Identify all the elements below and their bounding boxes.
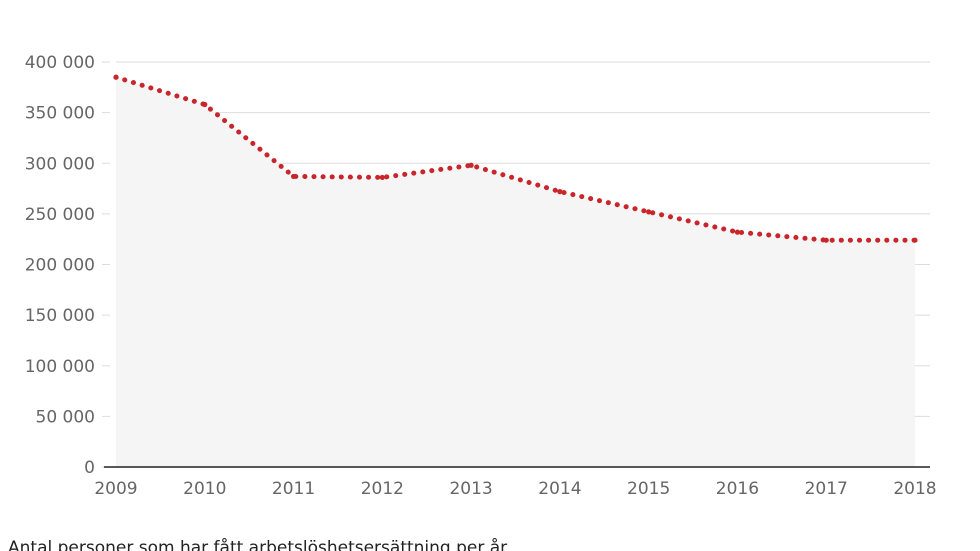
data-point	[912, 237, 918, 243]
data-point	[379, 174, 385, 181]
data-line-layer	[113, 74, 918, 243]
data-point	[734, 229, 741, 235]
x-tick-labels: 2009 2010 2011 2012 2013 2014 2015 2016 2017 2018	[94, 479, 936, 499]
y-tick-label: 50 000	[36, 407, 95, 427]
chart-caption: Antal personer som har fått arbetslöshet…	[8, 538, 508, 551]
x-tick-label: 2015	[627, 479, 670, 499]
x-tick-label: 2016	[716, 479, 759, 499]
data-point	[646, 209, 652, 215]
y-tick-label: 150 000	[25, 306, 95, 326]
y-tick-label: 200 000	[25, 256, 95, 276]
data-point	[823, 237, 829, 243]
x-tick-label: 2013	[449, 479, 492, 499]
y-tick-label: 350 000	[25, 104, 95, 124]
y-tick-label: 400 000	[25, 53, 95, 73]
data-point	[557, 189, 563, 195]
data-point	[468, 162, 474, 168]
y-tick-label: 300 000	[25, 154, 95, 174]
x-tick-label: 2017	[805, 479, 848, 499]
x-tick-label: 2009	[94, 479, 137, 499]
y-tick-label: 100 000	[25, 357, 95, 377]
x-tick-label: 2014	[538, 479, 581, 499]
x-tick-label: 2012	[361, 479, 404, 499]
x-tick-label: 2011	[272, 479, 315, 499]
x-tick-label: 2010	[183, 479, 226, 499]
data-point	[202, 101, 208, 108]
y-tick-labels: 0 50 000 100 000 150 000 200 000 250 000 300 0…	[25, 53, 95, 478]
area-fill-layer	[116, 77, 915, 467]
data-point	[113, 74, 119, 80]
data-point	[290, 173, 297, 180]
y-tick-label: 0	[84, 458, 95, 478]
y-tick-label: 250 000	[25, 205, 95, 225]
x-tick-label: 2018	[893, 479, 936, 499]
area-fill	[116, 77, 915, 467]
axes	[102, 61, 930, 468]
